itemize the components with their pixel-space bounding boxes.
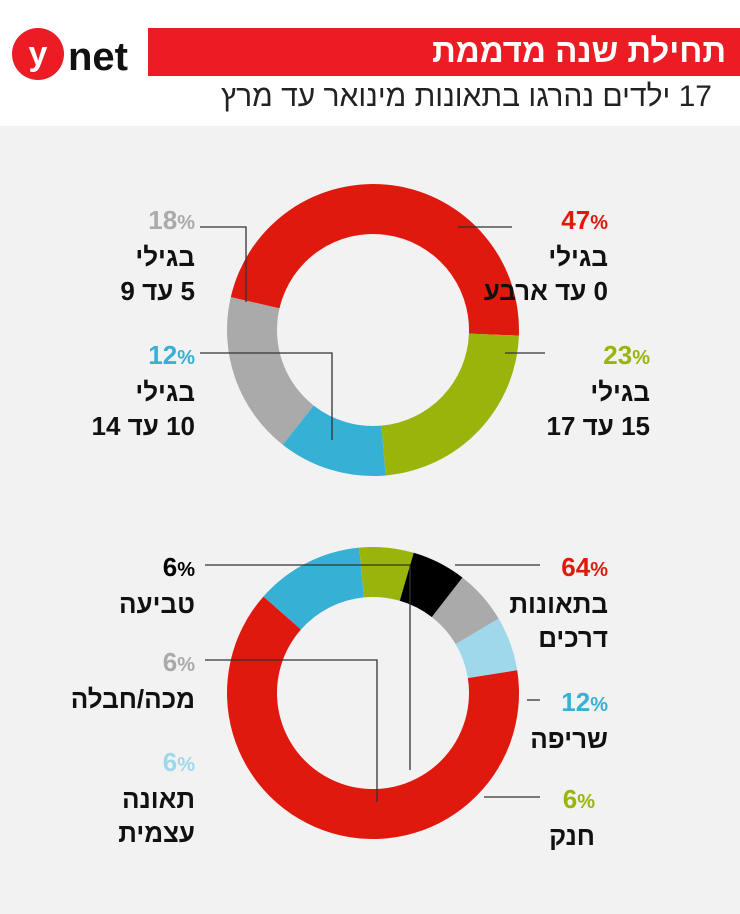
chart-label: 12% שריפה bbox=[530, 685, 608, 756]
donut-segment bbox=[263, 547, 364, 630]
percent-value: 6 bbox=[162, 647, 178, 677]
donut-segment bbox=[381, 333, 519, 476]
donut-segment bbox=[455, 618, 518, 678]
percent-label: 6% bbox=[162, 647, 195, 677]
chart-label: 6% תאונה עצמית bbox=[118, 745, 195, 850]
leader-line bbox=[200, 352, 333, 440]
category-label: 15 עד 17 bbox=[546, 411, 651, 441]
chart-label: 18% בגילי 5 עד 9 bbox=[120, 203, 195, 308]
percent-value: 12 bbox=[148, 340, 178, 370]
category-label: 0 עד ארבע bbox=[483, 276, 608, 306]
percent-value: 6 bbox=[162, 747, 178, 777]
chart-label: 64% בתאונות דרכים bbox=[509, 550, 608, 655]
chart-label: 6% טביעה bbox=[119, 550, 195, 621]
percent-label: 18% bbox=[148, 205, 195, 235]
percent-value: 18 bbox=[148, 205, 178, 235]
donut-segment bbox=[230, 184, 519, 336]
leader-line bbox=[205, 659, 378, 802]
donut-segment bbox=[282, 405, 386, 476]
donut-segment bbox=[431, 577, 499, 645]
percent-label: 64% bbox=[561, 552, 608, 582]
header: y net תחילת שנה מדממת 17 ילדים נהרגו בתא… bbox=[0, 0, 740, 126]
page-subtitle: 17 ילדים נהרגו בתאונות מינואר עד מרץ bbox=[220, 80, 712, 113]
percent-label: 12% bbox=[561, 687, 608, 717]
category-label: בתאונות bbox=[509, 589, 608, 619]
percent-label: 6% bbox=[162, 747, 195, 777]
donut-segment bbox=[359, 547, 414, 601]
category-label: תאונה bbox=[121, 784, 195, 814]
category-label: בגילי bbox=[135, 242, 195, 272]
title-bar: תחילת שנה מדממת bbox=[148, 28, 740, 76]
svg-text:net: net bbox=[68, 35, 128, 79]
percent-value: 6 bbox=[162, 552, 178, 582]
leader-line bbox=[200, 226, 247, 302]
leader-lines bbox=[200, 226, 545, 802]
donut-chart-cause bbox=[226, 547, 519, 840]
percent-label: 6% bbox=[562, 784, 595, 814]
category-label: מכה/חבלה bbox=[70, 684, 195, 714]
percent-value: 6 bbox=[562, 784, 578, 814]
donut-chart-age bbox=[226, 184, 519, 476]
category-label: חנק bbox=[549, 821, 595, 851]
chart-label: 12% בגילי 10 עד 14 bbox=[92, 338, 196, 443]
percent-label: 23% bbox=[603, 340, 650, 370]
ynet-logo: y net bbox=[12, 28, 128, 80]
donut-segment bbox=[226, 297, 314, 445]
category-label: בגילי bbox=[590, 377, 650, 407]
leader-line bbox=[205, 564, 411, 770]
chart-label: 6% חנק bbox=[549, 782, 595, 853]
category-label: עצמית bbox=[118, 818, 195, 848]
percent-value: 12 bbox=[561, 687, 591, 717]
percent-value: 64 bbox=[561, 552, 591, 582]
donut-segment bbox=[399, 552, 463, 618]
svg-text:y: y bbox=[29, 35, 48, 73]
percent-label: 12% bbox=[148, 340, 195, 370]
category-label: בגילי bbox=[135, 377, 195, 407]
page-title: תחילת שנה מדממת bbox=[432, 32, 726, 69]
category-label: 5 עד 9 bbox=[120, 276, 195, 306]
chart-label: 6% מכה/חבלה bbox=[71, 645, 195, 716]
percent-value: 47 bbox=[561, 205, 591, 235]
chart-label: 23% בגילי 15 עד 17 bbox=[547, 338, 651, 443]
category-label: שריפה bbox=[530, 724, 608, 754]
category-label: בגילי bbox=[548, 242, 608, 272]
percent-label: 6% bbox=[162, 552, 195, 582]
percent-label: 47% bbox=[561, 205, 608, 235]
chart-label: 47% בגילי 0 עד ארבע bbox=[484, 203, 608, 308]
category-label: 10 עד 14 bbox=[91, 411, 196, 441]
percent-value: 23 bbox=[603, 340, 633, 370]
category-label: טביעה bbox=[118, 589, 195, 619]
donut-segment bbox=[226, 596, 519, 840]
category-label: דרכים bbox=[538, 623, 608, 653]
